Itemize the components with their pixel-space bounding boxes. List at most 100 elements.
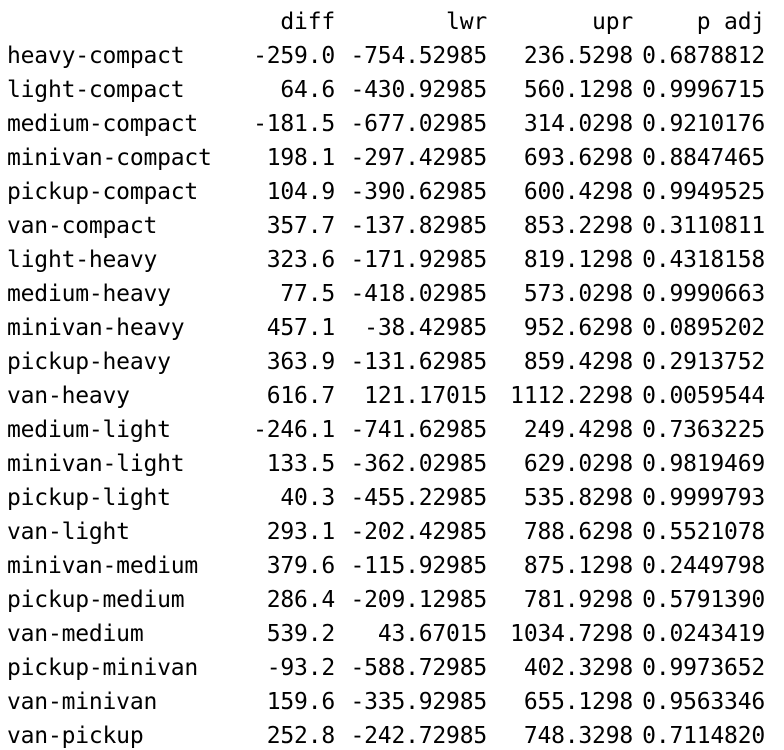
diff-cell: 457.1 <box>266 315 335 341</box>
diff-cell: 40.3 <box>280 485 335 511</box>
upr-cell: 819.1298 <box>523 247 633 273</box>
lwr-cell: 121.17015 <box>364 383 487 409</box>
diff-cell: -259.0 <box>253 43 335 69</box>
lwr-cell: -242.72985 <box>350 723 488 749</box>
lwr-cell: -38.42985 <box>364 315 487 341</box>
comparison-cell: pickup-heavy <box>7 349 171 375</box>
p-adj-cell: 0.9819469 <box>642 451 765 477</box>
table-body: heavy-compact -259.0 -754.52985 236.5298 0.6… <box>7 39 765 750</box>
table-row: van-pickup 252.8 -242.72985 748.3298 0.71148… <box>7 719 765 750</box>
lwr-cell: -202.42985 <box>350 519 488 545</box>
table-row: heavy-compact -259.0 -754.52985 236.5298 0.6… <box>7 39 765 73</box>
comparison-cell: minivan-light <box>7 451 185 477</box>
table-row: van-light 293.1 -202.42985 788.6298 0.552107… <box>7 515 765 549</box>
diff-cell: 64.6 <box>280 77 335 103</box>
comparison-cell: light-heavy <box>7 247 158 273</box>
p-adj-cell: 0.5521078 <box>642 519 765 545</box>
lwr-cell: -115.92985 <box>350 553 488 579</box>
p-adj-cell: 0.0059544 <box>642 383 765 409</box>
upr-cell: 314.0298 <box>523 111 633 137</box>
comparison-cell: van-medium <box>7 621 144 647</box>
upr-cell: 693.6298 <box>523 145 633 171</box>
diff-cell: 198.1 <box>266 145 335 171</box>
header-lwr: lwr <box>446 9 487 35</box>
table-row: minivan-medium 379.6 -115.92985 875.1298 0.2… <box>7 549 765 583</box>
p-adj-cell: 0.5791390 <box>642 587 765 613</box>
diff-cell: -93.2 <box>266 655 335 681</box>
comparison-cell: van-compact <box>7 213 158 239</box>
comparison-cell: pickup-medium <box>7 587 185 613</box>
p-adj-cell: 0.0243419 <box>642 621 765 647</box>
lwr-cell: -131.62985 <box>350 349 488 375</box>
p-adj-cell: 0.4318158 <box>642 247 765 273</box>
table-row: pickup-minivan -93.2 -588.72985 402.3298 0.9… <box>7 651 765 685</box>
upr-cell: 781.9298 <box>523 587 633 613</box>
lwr-cell: -137.82985 <box>350 213 488 239</box>
upr-cell: 573.0298 <box>523 281 633 307</box>
diff-cell: -181.5 <box>253 111 335 137</box>
table-row: pickup-heavy 363.9 -131.62985 859.4298 0.291… <box>7 345 765 379</box>
lwr-cell: -390.62985 <box>350 179 488 205</box>
diff-cell: 616.7 <box>266 383 335 409</box>
p-adj-cell: 0.9210176 <box>642 111 765 137</box>
p-adj-cell: 0.9996715 <box>642 77 765 103</box>
diff-cell: 323.6 <box>266 247 335 273</box>
table-row: medium-light -246.1 -741.62985 249.4298 0.73… <box>7 413 765 447</box>
lwr-cell: -455.22985 <box>350 485 488 511</box>
upr-cell: 875.1298 <box>523 553 633 579</box>
lwr-cell: -754.52985 <box>350 43 488 69</box>
table-row: medium-compact -181.5 -677.02985 314.0298 0.… <box>7 107 765 141</box>
comparison-cell: van-pickup <box>7 723 144 749</box>
lwr-cell: 43.67015 <box>377 621 487 647</box>
table-row: medium-heavy 77.5 -418.02985 573.0298 0.9990… <box>7 277 765 311</box>
header-upr: upr <box>592 9 633 35</box>
comparison-cell: van-minivan <box>7 689 158 715</box>
p-adj-cell: 0.0895202 <box>642 315 765 341</box>
header-diff: diff <box>280 9 335 35</box>
p-adj-cell: 0.9563346 <box>642 689 765 715</box>
table-row: pickup-compact 104.9 -390.62985 600.4298 0.9… <box>7 175 765 209</box>
upr-cell: 535.8298 <box>523 485 633 511</box>
comparison-cell: medium-compact <box>7 111 199 137</box>
upr-cell: 1034.7298 <box>510 621 633 647</box>
upr-cell: 853.2298 <box>523 213 633 239</box>
upr-cell: 236.5298 <box>523 43 633 69</box>
comparison-cell: heavy-compact <box>7 43 185 69</box>
lwr-cell: -362.02985 <box>350 451 488 477</box>
p-adj-cell: 0.9990663 <box>642 281 765 307</box>
lwr-cell: -171.92985 <box>350 247 488 273</box>
lwr-cell: -335.92985 <box>350 689 488 715</box>
upr-cell: 249.4298 <box>523 417 633 443</box>
table-row: light-compact 64.6 -430.92985 560.1298 0.999… <box>7 73 765 107</box>
header-p-adj: p adj <box>696 9 765 35</box>
comparison-cell: pickup-light <box>7 485 171 511</box>
upr-cell: 402.3298 <box>523 655 633 681</box>
comparison-cell: pickup-minivan <box>7 655 199 681</box>
upr-cell: 629.0298 <box>523 451 633 477</box>
p-adj-cell: 0.2449798 <box>642 553 765 579</box>
upr-cell: 748.3298 <box>523 723 633 749</box>
table-header-row: diff lwr upr p adj <box>7 5 765 39</box>
diff-cell: 363.9 <box>266 349 335 375</box>
comparison-cell: medium-light <box>7 417 171 443</box>
table-row: pickup-medium 286.4 -209.12985 781.9298 0.57… <box>7 583 765 617</box>
table-row: van-medium 539.2 43.67015 1034.7298 0.024341… <box>7 617 765 651</box>
table-row: minivan-compact 198.1 -297.42985 693.6298 0.… <box>7 141 765 175</box>
p-adj-cell: 0.8847465 <box>642 145 765 171</box>
lwr-cell: -297.42985 <box>350 145 488 171</box>
tukey-results-table: diff lwr upr p adj heavy-compact -259.0 -7… <box>7 5 765 750</box>
table-row: van-minivan 159.6 -335.92985 655.1298 0.9563… <box>7 685 765 719</box>
comparison-cell: minivan-heavy <box>7 315 185 341</box>
lwr-cell: -209.12985 <box>350 587 488 613</box>
table-row: light-heavy 323.6 -171.92985 819.1298 0.4318… <box>7 243 765 277</box>
upr-cell: 788.6298 <box>523 519 633 545</box>
lwr-cell: -677.02985 <box>350 111 488 137</box>
p-adj-cell: 0.3110811 <box>642 213 765 239</box>
console-output: diff lwr upr p adj heavy-compact -259.0 -7… <box>7 0 777 750</box>
diff-cell: 77.5 <box>280 281 335 307</box>
diff-cell: 539.2 <box>266 621 335 647</box>
upr-cell: 859.4298 <box>523 349 633 375</box>
diff-cell: 252.8 <box>266 723 335 749</box>
diff-cell: 159.6 <box>266 689 335 715</box>
diff-cell: 104.9 <box>266 179 335 205</box>
